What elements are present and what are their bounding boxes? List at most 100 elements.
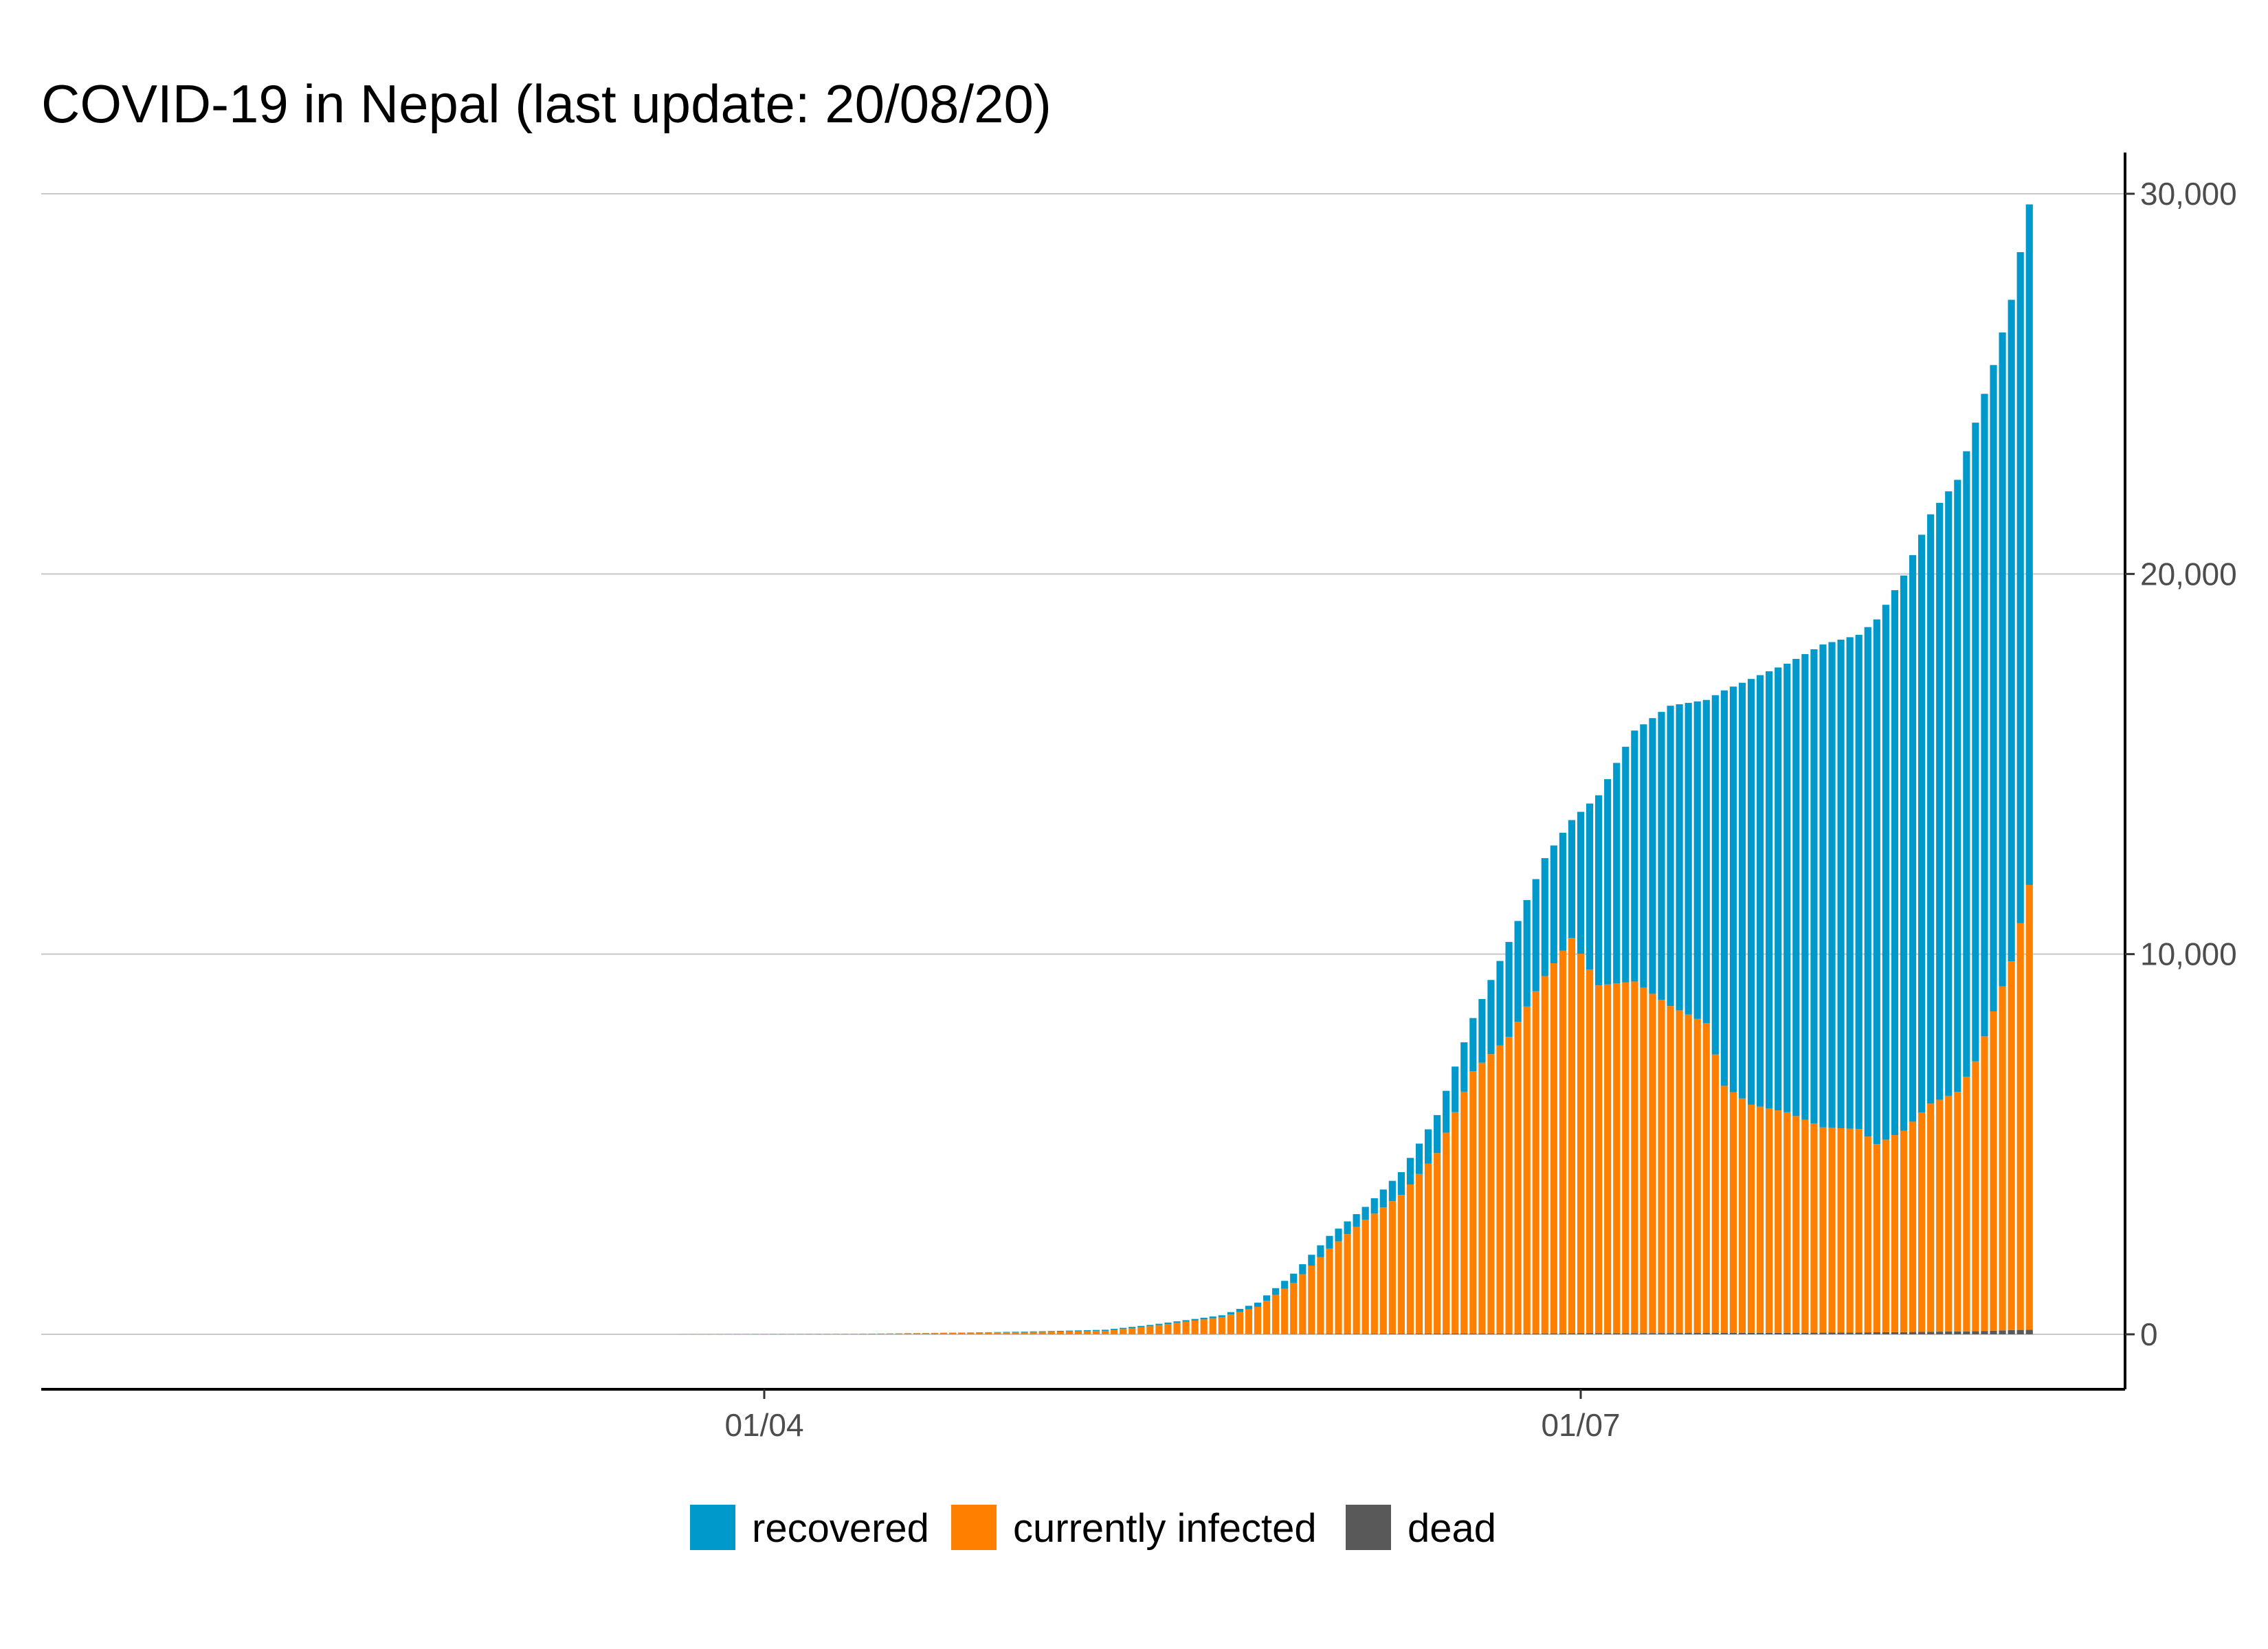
bar-recovered [1810, 649, 1818, 1124]
bar-infected [1406, 1184, 1414, 1334]
bar-dead [1613, 1333, 1621, 1334]
bar-recovered [1102, 1330, 1109, 1332]
bar-infected [1729, 1092, 1737, 1333]
bar-recovered [1173, 1321, 1181, 1323]
bar-infected [1397, 1195, 1405, 1334]
bar-dead [1667, 1333, 1674, 1334]
bar-dead [1810, 1332, 1818, 1334]
bar-recovered [1999, 332, 2006, 987]
bar-infected [1577, 954, 1585, 1334]
bar-recovered [1245, 1305, 1253, 1310]
bar-infected [1640, 987, 1647, 1334]
bar-recovered [1631, 730, 1638, 982]
bar-infected [1999, 986, 2006, 1331]
legend-swatch [951, 1505, 997, 1550]
bar-dead [1873, 1332, 1880, 1334]
bar-recovered [1137, 1325, 1145, 1327]
bar-dead [1891, 1332, 1899, 1334]
bar-infected [1012, 1332, 1019, 1334]
bar-dead [1685, 1333, 1692, 1334]
bar-recovered [1056, 1330, 1064, 1332]
bar-dead [1604, 1333, 1612, 1334]
bar-infected [1254, 1306, 1262, 1334]
bar-infected [1720, 1086, 1728, 1333]
bar-infected [1766, 1108, 1773, 1333]
bar-infected [1873, 1144, 1880, 1333]
bar-recovered [1388, 1180, 1396, 1202]
bar-recovered [1469, 1018, 1477, 1072]
bar-infected [1532, 991, 1539, 1334]
bar-recovered [1182, 1320, 1190, 1322]
bar-infected [1424, 1163, 1432, 1334]
bar-infected [967, 1332, 975, 1334]
bar-dead [1837, 1332, 1845, 1334]
bar-recovered [1819, 644, 1827, 1128]
bar-recovered [1738, 682, 1746, 1099]
bar-infected [1272, 1294, 1280, 1334]
bar-recovered [1146, 1325, 1154, 1327]
bar-recovered [1729, 686, 1737, 1092]
bar-infected [1757, 1106, 1764, 1333]
bar-dead [1900, 1332, 1908, 1334]
bar-infected [1200, 1319, 1208, 1334]
bars [680, 204, 2033, 1334]
bar-infected [1676, 1010, 1683, 1334]
bar-recovered [1559, 833, 1566, 951]
bar-recovered [1757, 675, 1764, 1107]
bar-infected [1622, 982, 1630, 1334]
bar-dead [1954, 1331, 1961, 1334]
bar-infected [1281, 1288, 1289, 1334]
bar-infected [1900, 1130, 1908, 1332]
bar-dead [1693, 1333, 1701, 1334]
bar-dead [1855, 1332, 1863, 1334]
bar-recovered [1568, 820, 1576, 939]
bar-infected [1047, 1332, 1055, 1334]
bar-infected [1775, 1110, 1782, 1333]
bar-recovered [1370, 1198, 1378, 1214]
bar-infected [1792, 1116, 1800, 1333]
bar-dead [1819, 1332, 1827, 1334]
bar-infected [1038, 1332, 1046, 1334]
bar-recovered [1514, 921, 1522, 1022]
bar-infected [913, 1333, 921, 1334]
bar-recovered [1344, 1221, 1351, 1235]
bar-infected [1299, 1274, 1307, 1334]
bar-recovered [2025, 204, 2033, 885]
bar-recovered [1711, 695, 1719, 1055]
bar-infected [1182, 1321, 1190, 1334]
bar-infected [1801, 1119, 1809, 1333]
bar-recovered [1308, 1255, 1315, 1266]
bar-recovered [1693, 701, 1701, 1019]
bar-infected [1882, 1139, 1889, 1332]
bar-infected [1236, 1312, 1243, 1334]
legend-label: recovered [752, 1506, 929, 1551]
y-tick-label: 20,000 [2140, 556, 2237, 592]
y-tick-label: 10,000 [2140, 936, 2237, 972]
bar-recovered [1649, 718, 1656, 994]
bar-dead [2025, 1330, 2033, 1334]
bar-infected [1056, 1332, 1064, 1334]
bar-infected [1326, 1248, 1333, 1334]
bar-infected [1227, 1314, 1234, 1334]
bar-recovered [1299, 1264, 1307, 1275]
bar-recovered [1191, 1319, 1199, 1321]
bar-infected [1981, 1036, 1988, 1332]
bar-recovered [1855, 634, 1863, 1130]
bar-recovered [1586, 803, 1594, 970]
bar-infected [1909, 1121, 1917, 1332]
bar-recovered [1281, 1281, 1289, 1289]
bar-infected [1478, 1062, 1486, 1334]
bar-dead [2016, 1330, 2024, 1334]
bar-dead [1711, 1332, 1719, 1334]
bar-dead [1586, 1333, 1594, 1334]
bar-recovered [1775, 667, 1782, 1111]
bar-infected [1514, 1022, 1522, 1334]
bar-infected [1379, 1207, 1387, 1334]
bar-recovered [1335, 1229, 1342, 1242]
bar-recovered [1846, 637, 1854, 1129]
bar-dead [1720, 1332, 1728, 1334]
bar-recovered [1317, 1245, 1324, 1257]
bar-recovered [1990, 365, 1997, 1011]
bar-recovered [1972, 423, 1979, 1062]
